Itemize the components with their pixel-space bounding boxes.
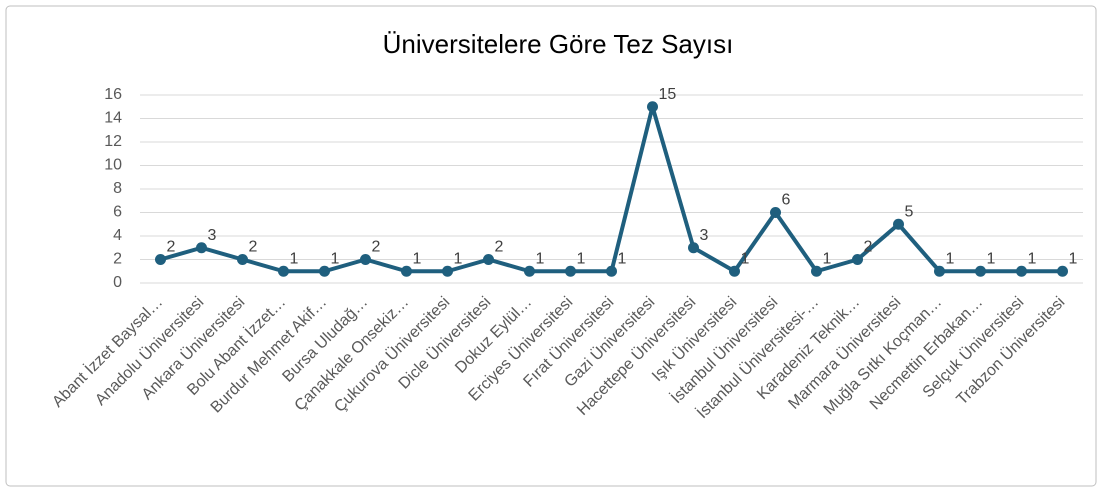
point — [524, 265, 535, 277]
data-label: 1 — [454, 250, 463, 267]
point — [729, 265, 740, 277]
y-tick-label: 14 — [104, 110, 122, 127]
y-tick-label: 12 — [104, 133, 122, 150]
data-label: 1 — [290, 250, 299, 267]
point — [975, 265, 986, 277]
data-label: 2 — [249, 239, 258, 256]
point — [852, 254, 863, 265]
data-label: 2 — [864, 239, 873, 256]
y-tick-label: 16 — [104, 86, 122, 103]
point — [688, 242, 699, 254]
data-label: 3 — [700, 227, 709, 244]
data-label: 1 — [1069, 250, 1078, 267]
y-tick-label: 8 — [113, 180, 122, 197]
data-label: 5 — [905, 203, 914, 220]
data-label: 2 — [167, 239, 176, 256]
data-label: 1 — [331, 250, 340, 267]
data-label: 3 — [208, 227, 217, 244]
data-label: 1 — [413, 250, 422, 267]
data-label: 1 — [577, 250, 586, 267]
data-label: 15 — [659, 86, 677, 103]
chart-border — [5, 5, 1097, 487]
data-label: 1 — [987, 250, 996, 267]
point — [893, 218, 904, 230]
point — [155, 254, 166, 265]
data-label: 1 — [946, 250, 955, 267]
point — [278, 265, 289, 277]
point — [606, 265, 617, 277]
y-tick-label: 0 — [113, 274, 122, 291]
data-label: 1 — [741, 250, 750, 267]
y-tick-label: 4 — [113, 227, 122, 244]
data-label: 6 — [782, 192, 791, 209]
point — [1057, 265, 1068, 277]
point — [811, 265, 822, 277]
point — [770, 207, 781, 218]
point — [319, 265, 330, 277]
chart-title: Üniversitelere Göre Tez Sayısı — [383, 29, 734, 59]
point — [1016, 265, 1027, 277]
point — [565, 265, 576, 277]
point — [196, 242, 207, 254]
data-label: 2 — [372, 239, 381, 256]
data-label: 2 — [495, 239, 504, 256]
point — [483, 254, 494, 265]
point — [360, 254, 371, 265]
point — [442, 265, 453, 277]
point — [237, 254, 248, 265]
point — [934, 265, 945, 277]
data-label: 1 — [823, 250, 832, 267]
y-tick-label: 10 — [104, 157, 122, 174]
data-label: 1 — [1028, 250, 1037, 267]
y-tick-label: 6 — [113, 204, 122, 221]
data-label: 1 — [618, 250, 627, 267]
data-label: 1 — [536, 250, 545, 267]
point — [401, 265, 412, 277]
y-tick-label: 2 — [113, 251, 122, 268]
point — [647, 101, 658, 113]
